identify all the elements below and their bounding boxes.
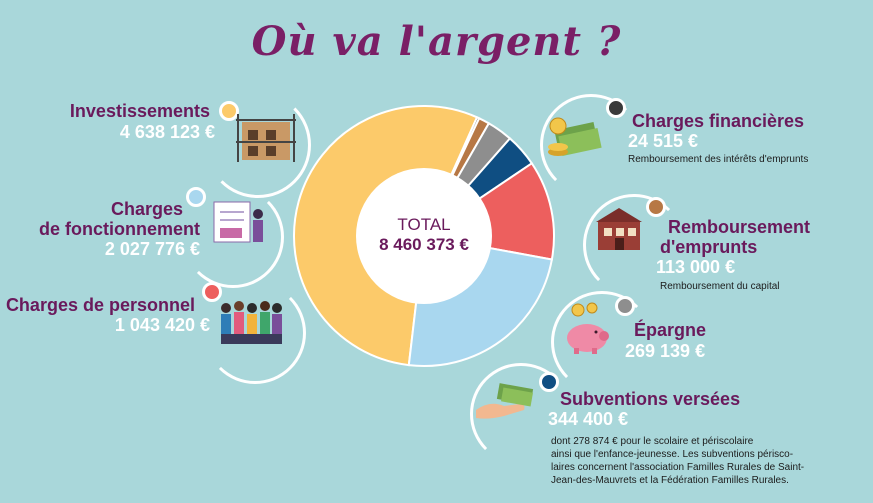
financieres-label: Charges financières	[632, 111, 805, 131]
fonctionnement-label-1: Charges	[110, 199, 183, 219]
subventions-note-1: dont 278 874 € pour le scolaire et péris…	[551, 436, 754, 447]
building-construction-icon	[236, 114, 296, 162]
money-coins-icon	[548, 117, 602, 156]
epargne-value: 269 139 €	[625, 341, 706, 361]
emprunts-ring	[583, 194, 685, 296]
investissements-dot	[219, 101, 239, 121]
personnel-value: 1 043 420 €	[114, 315, 210, 335]
epargne-dot	[615, 296, 635, 316]
investissements-label: Investissements	[69, 101, 210, 121]
hand-money-icon	[476, 383, 534, 419]
donut-chart: TOTAL 8 460 373 €	[293, 105, 555, 367]
subventions-note-3: laires concernent l'association Familles…	[551, 462, 805, 473]
subventions-label: Subventions versées	[560, 389, 741, 409]
investissements-value: 4 638 123 €	[119, 122, 215, 142]
personnel-ring	[204, 282, 306, 384]
emprunts-value: 113 000 €	[656, 257, 736, 277]
subventions-note-2: ainsi que l'enfance-jeunesse. Les subven…	[551, 449, 794, 460]
subventions-dot	[539, 372, 559, 392]
page-title: Où va l'argent ?	[251, 18, 622, 65]
office-documents-icon	[213, 201, 263, 243]
financieres-dot	[606, 98, 626, 118]
donut-hole	[356, 168, 492, 304]
financieres-value: 24 515 €	[628, 131, 699, 151]
piggy-bank-icon	[567, 302, 609, 354]
group-of-people-icon	[221, 301, 282, 344]
emprunts-note: Remboursement du capital	[660, 281, 780, 292]
emprunts-label-1: Remboursement	[668, 217, 811, 237]
house-icon	[596, 208, 642, 250]
epargne-label: Épargne	[634, 320, 707, 340]
fonctionnement-value: 2 027 776 €	[104, 239, 200, 259]
subventions-note-4: Jean-des-Mauvrets et la Fédération Famil…	[551, 475, 789, 486]
fonctionnement-dot	[186, 187, 206, 207]
emprunts-label-2: d'emprunts	[660, 237, 758, 257]
epargne-ring	[551, 291, 653, 393]
total-value: 8 460 373 €	[379, 235, 469, 254]
emprunts-dot	[646, 197, 666, 217]
personnel-dot	[202, 282, 222, 302]
total-label: TOTAL	[397, 215, 450, 234]
subventions-value: 344 400 €	[548, 409, 629, 429]
personnel-label: Charges de personnel	[5, 295, 195, 315]
financieres-note: Remboursement des intérêts d'emprunts	[628, 154, 809, 165]
fonctionnement-label-2: de fonctionnement	[39, 219, 200, 239]
subventions-ring	[470, 363, 572, 465]
financieres-ring	[540, 94, 642, 196]
